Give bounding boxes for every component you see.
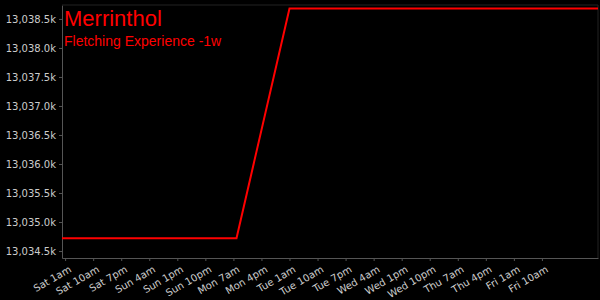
- x-tick-mark: [486, 258, 487, 261]
- plot-area: [62, 8, 598, 238]
- y-tick-mark: [59, 106, 62, 107]
- y-tick: 13,037.5k: [6, 72, 62, 83]
- y-tick-label: 13,037.5k: [6, 72, 57, 83]
- y-tick-label: 13,036.0k: [6, 159, 57, 170]
- x-tick-mark: [149, 258, 150, 261]
- x-tick-mark: [121, 258, 122, 261]
- x-tick-mark: [430, 258, 431, 261]
- y-tick: 13,037.0k: [6, 101, 62, 112]
- y-tick-mark: [59, 193, 62, 194]
- x-tick: Fri 10am: [507, 258, 550, 295]
- y-tick: 13,036.5k: [6, 130, 62, 141]
- subtitle: Fletching Experience -1w: [64, 33, 222, 49]
- y-tick-label: 13,034.5k: [6, 246, 57, 257]
- background: [0, 0, 600, 300]
- x-tick-mark: [205, 258, 206, 261]
- x-tick-label: Fri 10am: [507, 263, 550, 294]
- x-axis-line: [63, 258, 599, 259]
- line: [62, 8, 598, 238]
- x-tick-mark: [402, 258, 403, 261]
- y-tick: 13,036.0k: [6, 159, 62, 170]
- x-tick-mark: [177, 258, 178, 261]
- y-tick-label: 13,036.5k: [6, 130, 57, 141]
- y-tick: 13,035.0k: [6, 217, 62, 228]
- y-tick-label: 13,037.0k: [6, 101, 57, 112]
- x-tick: Thu 4pm: [449, 258, 494, 296]
- y-tick-label: 13,038.5k: [6, 14, 57, 25]
- y-tick-label: 13,035.0k: [6, 217, 57, 228]
- title: Merrinthol: [64, 6, 162, 31]
- x-tick-mark: [458, 258, 459, 261]
- y-tick: 13,034.5k: [6, 246, 62, 257]
- x-tick-mark: [289, 258, 290, 261]
- y-tick-mark: [59, 251, 62, 252]
- x-tick-mark: [65, 258, 66, 261]
- chart: 13,034.5k 13,035.0k 13,035.5k 13,036.0k 13,0…: [0, 0, 600, 300]
- y-tick-mark: [59, 135, 62, 136]
- y-tick-mark: [59, 77, 62, 78]
- x-tick-mark: [542, 258, 543, 261]
- x-tick-mark: [514, 258, 515, 261]
- x-tick-mark: [93, 258, 94, 261]
- y-tick-mark: [59, 164, 62, 165]
- x-tick-mark: [374, 258, 375, 261]
- y-tick-mark: [59, 222, 62, 223]
- y-tick-mark: [59, 48, 62, 49]
- y-tick: 13,038.0k: [6, 43, 62, 54]
- y-tick: 13,035.5k: [6, 188, 62, 199]
- y-axis-line: [62, 6, 63, 259]
- x-tick-mark: [233, 258, 234, 261]
- x-tick-mark: [346, 258, 347, 261]
- frame-right: [598, 5, 599, 258]
- y-tick-label: 13,035.5k: [6, 188, 57, 199]
- x-axis: Sat 1amSat 10amSat 7pmSun 4amSun 1pmSun …: [31, 258, 598, 300]
- y-axis: 13,034.5k 13,035.0k 13,035.5k 13,036.0k 13,0…: [6, 6, 63, 259]
- y-tick: 13,038.5k: [6, 14, 62, 25]
- y-tick-label: 13,038.0k: [6, 43, 57, 54]
- x-tick-mark: [318, 258, 319, 261]
- x-tick-mark: [261, 258, 262, 261]
- y-tick-mark: [59, 19, 62, 20]
